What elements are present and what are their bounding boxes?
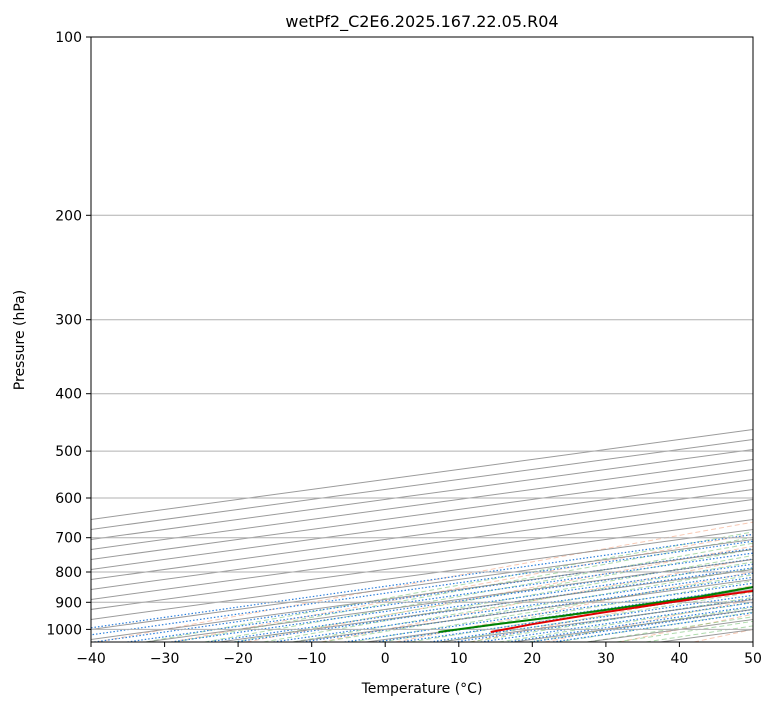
x-tick-label: 0 (381, 651, 390, 667)
x-tick-label: −20 (223, 651, 253, 667)
dry-adiabat-line (395, 571, 753, 642)
dry-adiabat-line (769, 37, 775, 642)
isotherm-line (91, 458, 753, 550)
isotherm-line (91, 518, 753, 610)
x-tick-label: 20 (523, 651, 541, 667)
y-tick-label: 400 (55, 387, 82, 403)
y-tick-label: 800 (55, 565, 82, 581)
isotherm-line (91, 528, 753, 620)
x-axis-ticks: −40 −30 −20 −10 0 10 20 30 40 50 (76, 642, 762, 667)
dry-adiabat-line (321, 558, 753, 642)
x-tick-label: 30 (597, 651, 615, 667)
mixing-ratio-line (234, 567, 753, 642)
isotherm-line (91, 498, 753, 590)
isotherm-line (91, 478, 753, 570)
x-tick-label: −30 (150, 651, 180, 667)
moist-adiabat-line (175, 536, 753, 642)
moist-adiabat-line (469, 596, 753, 642)
mixing-ratio-line (273, 572, 753, 642)
y-tick-label: 900 (55, 595, 82, 611)
y-axis-title: Pressure (hPa) (12, 290, 28, 390)
x-tick-label: −10 (297, 651, 327, 667)
y-axis-ticks: 100 200 300 400 500 600 700 800 900 1000 (46, 30, 91, 638)
isotherm-lines (91, 428, 753, 642)
y-tick-label: 600 (55, 491, 82, 507)
y-tick-label: 500 (55, 444, 82, 460)
moist-adiabat-line (351, 574, 753, 642)
y-tick-label: 100 (55, 30, 82, 46)
dry-adiabat-line (171, 533, 753, 642)
isotherm-line (91, 468, 753, 560)
moist-adiabat-line (233, 548, 753, 642)
x-tick-label: −40 (76, 651, 106, 667)
isotherm-line (91, 508, 753, 600)
mixing-ratio-line (91, 540, 753, 636)
x-axis-title: Temperature (°C) (361, 681, 483, 697)
chart-title: wetPf2_C2E6.2025.167.22.05.R04 (285, 12, 558, 32)
moist-adiabat-line (204, 542, 753, 642)
isotherm-line (91, 538, 753, 630)
mixing-ratio-line (344, 582, 753, 642)
moist-adiabat-line (498, 601, 753, 642)
y-tick-label: 700 (55, 531, 82, 547)
x-tick-label: 50 (744, 651, 762, 667)
plot-background (91, 37, 753, 642)
mixing-ratio-line (552, 612, 753, 642)
y-tick-label: 300 (55, 313, 82, 329)
isobar-gridlines (91, 37, 753, 630)
mixing-ratio-line (91, 533, 753, 629)
isotherm-line (91, 488, 753, 580)
x-tick-label: 40 (670, 651, 688, 667)
plot-frame (90, 36, 754, 643)
x-tick-label: 10 (450, 651, 468, 667)
y-tick-label: 1000 (46, 622, 82, 638)
y-tick-label: 200 (55, 208, 82, 224)
